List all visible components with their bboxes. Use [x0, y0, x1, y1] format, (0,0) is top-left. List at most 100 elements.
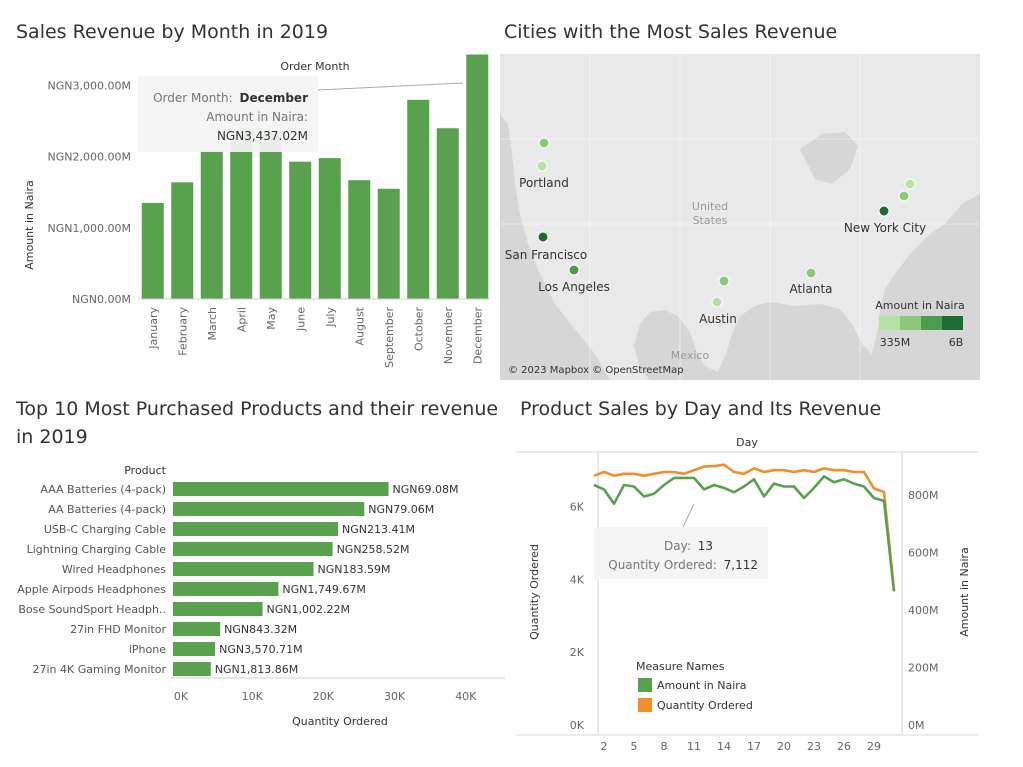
amount-in-naira-line[interactable] [593, 475, 896, 592]
products-chart[interactable]: Product AAA Batteries (4-pack) NGN69.08M A… [0, 455, 505, 745]
city-marker-dallas[interactable] [718, 275, 730, 287]
monthly-bar[interactable] [171, 182, 194, 299]
daily-x-tick: 26 [837, 740, 851, 753]
products-x-tick: 10K [242, 690, 264, 703]
daily-legend-title: Measure Names [636, 660, 725, 673]
daily-x-tick: 8 [661, 740, 668, 753]
monthly-x-tick: March [206, 307, 219, 341]
monthly-bar[interactable] [466, 54, 489, 299]
city-marker-san-francisco[interactable] [537, 231, 549, 243]
product-label: Wired Headphones [62, 563, 166, 576]
legend-swatch-2 [900, 316, 921, 330]
daily-x-tick: 20 [777, 740, 791, 753]
product-bar[interactable] [173, 622, 221, 636]
monthly-y-tick: NGN1,000.00M [48, 222, 131, 235]
city-marker-los-angeles[interactable] [568, 264, 580, 276]
product-data-label: NGN258.52M [337, 543, 410, 556]
svg-text:Quantity Ordered: 7,112: Quantity Ordered: 7,112 [608, 558, 758, 572]
map-legend-max: 6B [949, 336, 964, 349]
products-x-axis-label: Quantity Ordered [292, 715, 388, 728]
tooltip-amount-label: Amount in Naira: [206, 110, 308, 124]
product-bar[interactable] [173, 602, 263, 616]
tooltip-month-label: Order Month: [153, 91, 233, 105]
monthly-bar[interactable] [318, 158, 341, 299]
products-x-tick: 40K [455, 690, 477, 703]
daily-x-tick: 5 [631, 740, 638, 753]
daily-left-tick: 2K [570, 646, 585, 659]
product-data-label: NGN1,002.22M [267, 603, 350, 616]
tooltip-day-value: 13 [698, 539, 713, 553]
monthly-revenue-chart[interactable]: Order Month Amount in Naira NGN0.00M NGN1… [0, 50, 500, 375]
monthly-bar[interactable] [141, 202, 164, 299]
product-bar[interactable] [173, 562, 314, 576]
country-label-united: United [692, 200, 728, 213]
product-label: AA Batteries (4-pack) [48, 503, 166, 516]
map-legend-title: Amount in Naira [875, 299, 965, 312]
monthly-x-tick: December [471, 307, 484, 365]
map-attribution[interactable]: © 2023 Mapbox © OpenStreetMap [508, 365, 684, 376]
daily-left-tick: 6K [570, 501, 585, 514]
product-data-label: NGN3,570.71M [219, 643, 302, 656]
monthly-y-tick: NGN0.00M [72, 293, 131, 306]
city-marker-maine[interactable] [904, 178, 916, 190]
product-bar[interactable] [173, 642, 216, 656]
products-y-header: Product [124, 464, 166, 477]
cities-map[interactable]: United States Mexico Portland San Franci… [500, 54, 980, 380]
daily-legend: Measure Names Amount in Naira Quantity O… [636, 660, 753, 712]
product-bar[interactable] [173, 662, 211, 676]
monthly-bar[interactable] [200, 150, 223, 299]
svg-text:Day: 13: Day: 13 [664, 539, 713, 553]
product-bar[interactable] [173, 502, 365, 516]
legend-label-quantity: Quantity Ordered [657, 699, 753, 712]
tooltip-month-value: December [239, 91, 308, 105]
city-marker-new-york[interactable] [878, 205, 890, 217]
monthly-x-tick: August [353, 306, 366, 345]
daily-x-tick: 17 [747, 740, 761, 753]
product-bar[interactable] [173, 542, 333, 556]
product-data-label: NGN183.59M [317, 563, 390, 576]
daily-right-tick: 400M [908, 604, 939, 617]
monthly-x-tick: June [294, 307, 307, 332]
city-marker-seattle[interactable] [538, 137, 550, 149]
city-marker-portland[interactable] [536, 160, 548, 172]
daily-x-header: Day [736, 436, 758, 449]
monthly-bar[interactable] [407, 99, 430, 299]
daily-left-tick: 0K [570, 719, 585, 732]
daily-x-tick: 11 [687, 740, 701, 753]
monthly-bar[interactable] [259, 132, 282, 299]
monthly-bar[interactable] [348, 180, 371, 299]
product-label: 27in 4K Gaming Monitor [32, 663, 166, 676]
monthly-x-tick: September [383, 307, 396, 368]
monthly-x-header: Order Month [280, 60, 349, 73]
quantity-ordered-line[interactable] [593, 463, 896, 591]
daily-tooltip-pointer [682, 503, 695, 528]
product-label: USB-C Charging Cable [44, 523, 166, 536]
city-marker-boston[interactable] [898, 190, 910, 202]
daily-left-axis-label: Quantity Ordered [528, 544, 541, 640]
monthly-y-tick: NGN3,000.00M [48, 80, 131, 93]
product-bar[interactable] [173, 582, 279, 596]
monthly-x-tick: February [176, 307, 189, 356]
monthly-bar[interactable] [230, 130, 253, 299]
daily-tooltip: Day: 13 Quantity Ordered: 7,112 [594, 527, 768, 579]
product-label: iPhone [129, 643, 166, 656]
city-label-austin: Austin [699, 312, 737, 326]
monthly-bar[interactable] [289, 161, 312, 299]
monthly-x-tick: July [324, 307, 337, 328]
product-bar[interactable] [173, 522, 339, 536]
daily-x-tick: 14 [717, 740, 731, 753]
monthly-x-tick: November [442, 307, 455, 365]
monthly-tooltip-pointer [317, 82, 464, 91]
city-marker-atlanta[interactable] [805, 267, 817, 279]
product-label: AAA Batteries (4-pack) [40, 483, 166, 496]
products-x-tick: 20K [313, 690, 335, 703]
products-chart-title: Top 10 Most Purchased Products and their… [16, 398, 499, 448]
product-bar[interactable] [173, 482, 389, 496]
monthly-x-tick: April [235, 307, 248, 332]
city-label-atlanta: Atlanta [789, 282, 832, 296]
city-marker-austin[interactable] [711, 296, 723, 308]
product-data-label: NGN213.41M [342, 523, 415, 536]
monthly-bar[interactable] [377, 188, 400, 299]
daily-chart[interactable]: Day Quantity Ordered Amount in Naira 0K 2… [508, 430, 988, 765]
monthly-bar[interactable] [436, 128, 459, 299]
